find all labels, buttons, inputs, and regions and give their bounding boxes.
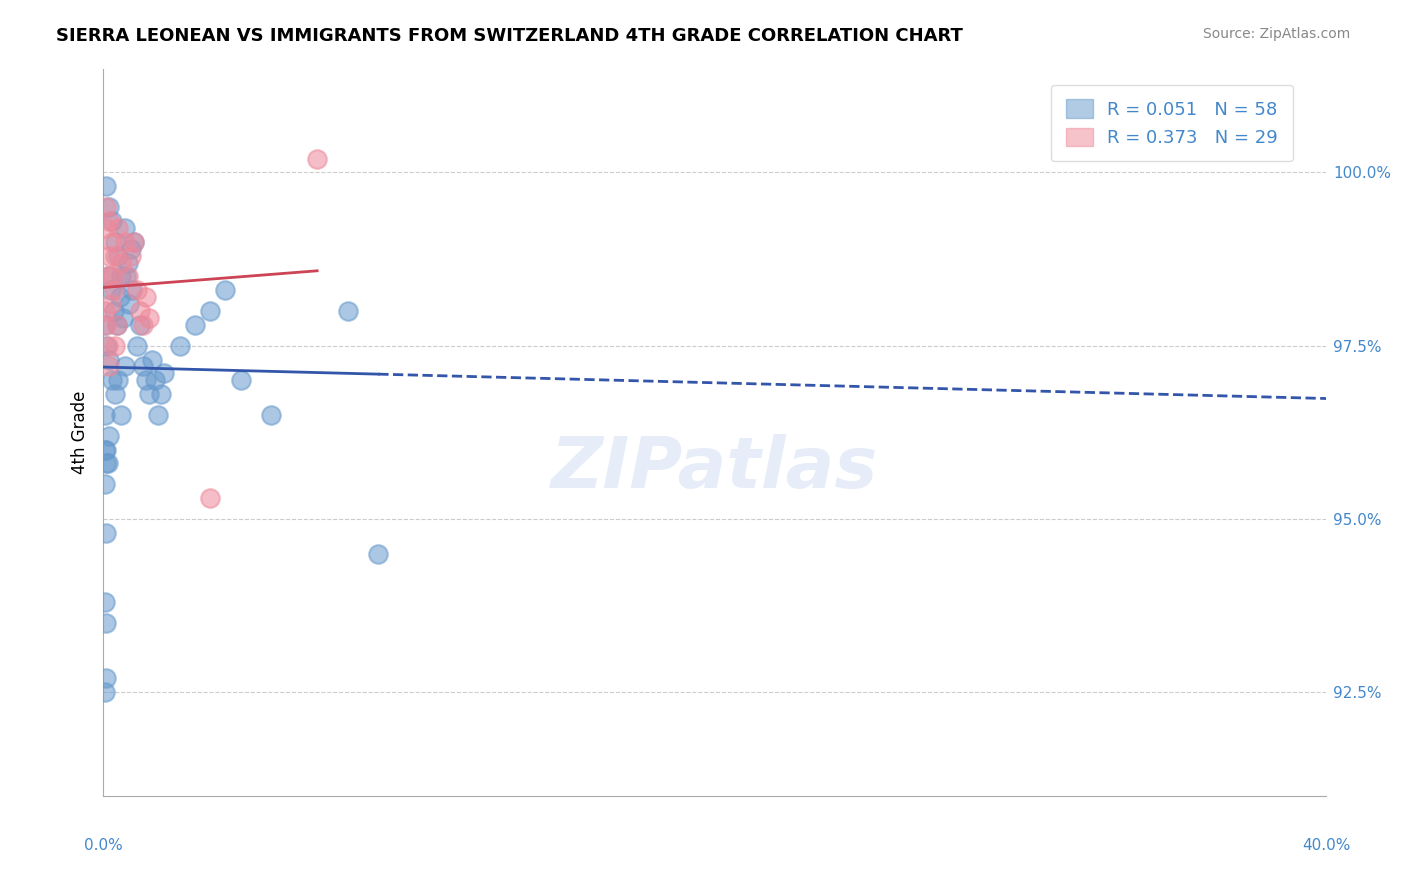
Text: 40.0%: 40.0%: [1302, 838, 1350, 853]
Point: [96, 179, 118, 194]
Point: [141, 352, 163, 367]
Point: [101, 269, 124, 284]
Point: [98, 359, 121, 374]
Point: [110, 255, 132, 269]
Point: [96, 339, 118, 353]
Point: [132, 359, 155, 374]
Point: [184, 318, 207, 332]
Point: [122, 235, 145, 249]
Point: [118, 297, 141, 311]
Point: [125, 283, 148, 297]
Point: [101, 235, 124, 249]
Point: [107, 249, 129, 263]
Point: [103, 304, 125, 318]
Point: [117, 269, 139, 284]
Point: [198, 491, 221, 505]
Point: [198, 304, 221, 318]
Point: [125, 339, 148, 353]
Point: [96, 671, 118, 685]
Point: [214, 283, 236, 297]
Point: [138, 387, 160, 401]
Legend: R = 0.051   N = 58, R = 0.373   N = 29: R = 0.051 N = 58, R = 0.373 N = 29: [1052, 85, 1292, 161]
Point: [150, 387, 173, 401]
Text: 0.0%: 0.0%: [84, 838, 122, 853]
Point: [128, 304, 150, 318]
Point: [120, 242, 142, 256]
Point: [121, 283, 143, 297]
Point: [98, 352, 121, 367]
Point: [120, 249, 142, 263]
Point: [138, 310, 160, 325]
Point: [100, 283, 122, 297]
Point: [122, 235, 145, 249]
Point: [98, 249, 121, 263]
Point: [367, 547, 389, 561]
Point: [104, 387, 127, 401]
Point: [96, 220, 118, 235]
Point: [104, 235, 127, 249]
Point: [260, 408, 283, 422]
Point: [135, 290, 157, 304]
Point: [101, 373, 124, 387]
Text: ZIPatlas: ZIPatlas: [551, 434, 879, 503]
Point: [93, 408, 115, 422]
Point: [114, 235, 136, 249]
Point: [97, 269, 120, 284]
Point: [101, 214, 124, 228]
Point: [104, 249, 127, 263]
Point: [108, 290, 131, 304]
Point: [105, 318, 128, 332]
Point: [97, 269, 120, 284]
Point: [93, 685, 115, 699]
Point: [153, 367, 176, 381]
Point: [229, 373, 252, 387]
Point: [96, 525, 118, 540]
Point: [93, 304, 115, 318]
Point: [117, 255, 139, 269]
Point: [93, 477, 115, 491]
Point: [98, 214, 121, 228]
Point: [110, 269, 132, 284]
Point: [98, 428, 121, 442]
Point: [114, 220, 136, 235]
Point: [146, 408, 169, 422]
Point: [96, 318, 118, 332]
Point: [114, 359, 136, 374]
Point: [96, 457, 118, 471]
Point: [98, 200, 121, 214]
Point: [97, 339, 120, 353]
Point: [111, 310, 134, 325]
Point: [93, 442, 115, 457]
Text: Source: ZipAtlas.com: Source: ZipAtlas.com: [1202, 27, 1350, 41]
Point: [107, 373, 129, 387]
Point: [103, 283, 125, 297]
Point: [97, 457, 120, 471]
Point: [132, 318, 155, 332]
Point: [105, 318, 128, 332]
Point: [96, 200, 118, 214]
Point: [169, 339, 191, 353]
Point: [135, 373, 157, 387]
Point: [100, 297, 122, 311]
Point: [143, 373, 166, 387]
Point: [128, 318, 150, 332]
Point: [96, 615, 118, 630]
Point: [115, 269, 138, 284]
Point: [336, 304, 359, 318]
Point: [93, 595, 115, 609]
Y-axis label: 4th Grade: 4th Grade: [72, 391, 89, 474]
Point: [110, 408, 132, 422]
Point: [104, 339, 127, 353]
Point: [96, 442, 118, 457]
Point: [93, 318, 115, 332]
Text: SIERRA LEONEAN VS IMMIGRANTS FROM SWITZERLAND 4TH GRADE CORRELATION CHART: SIERRA LEONEAN VS IMMIGRANTS FROM SWITZE…: [56, 27, 963, 45]
Point: [107, 220, 129, 235]
Point: [307, 152, 329, 166]
